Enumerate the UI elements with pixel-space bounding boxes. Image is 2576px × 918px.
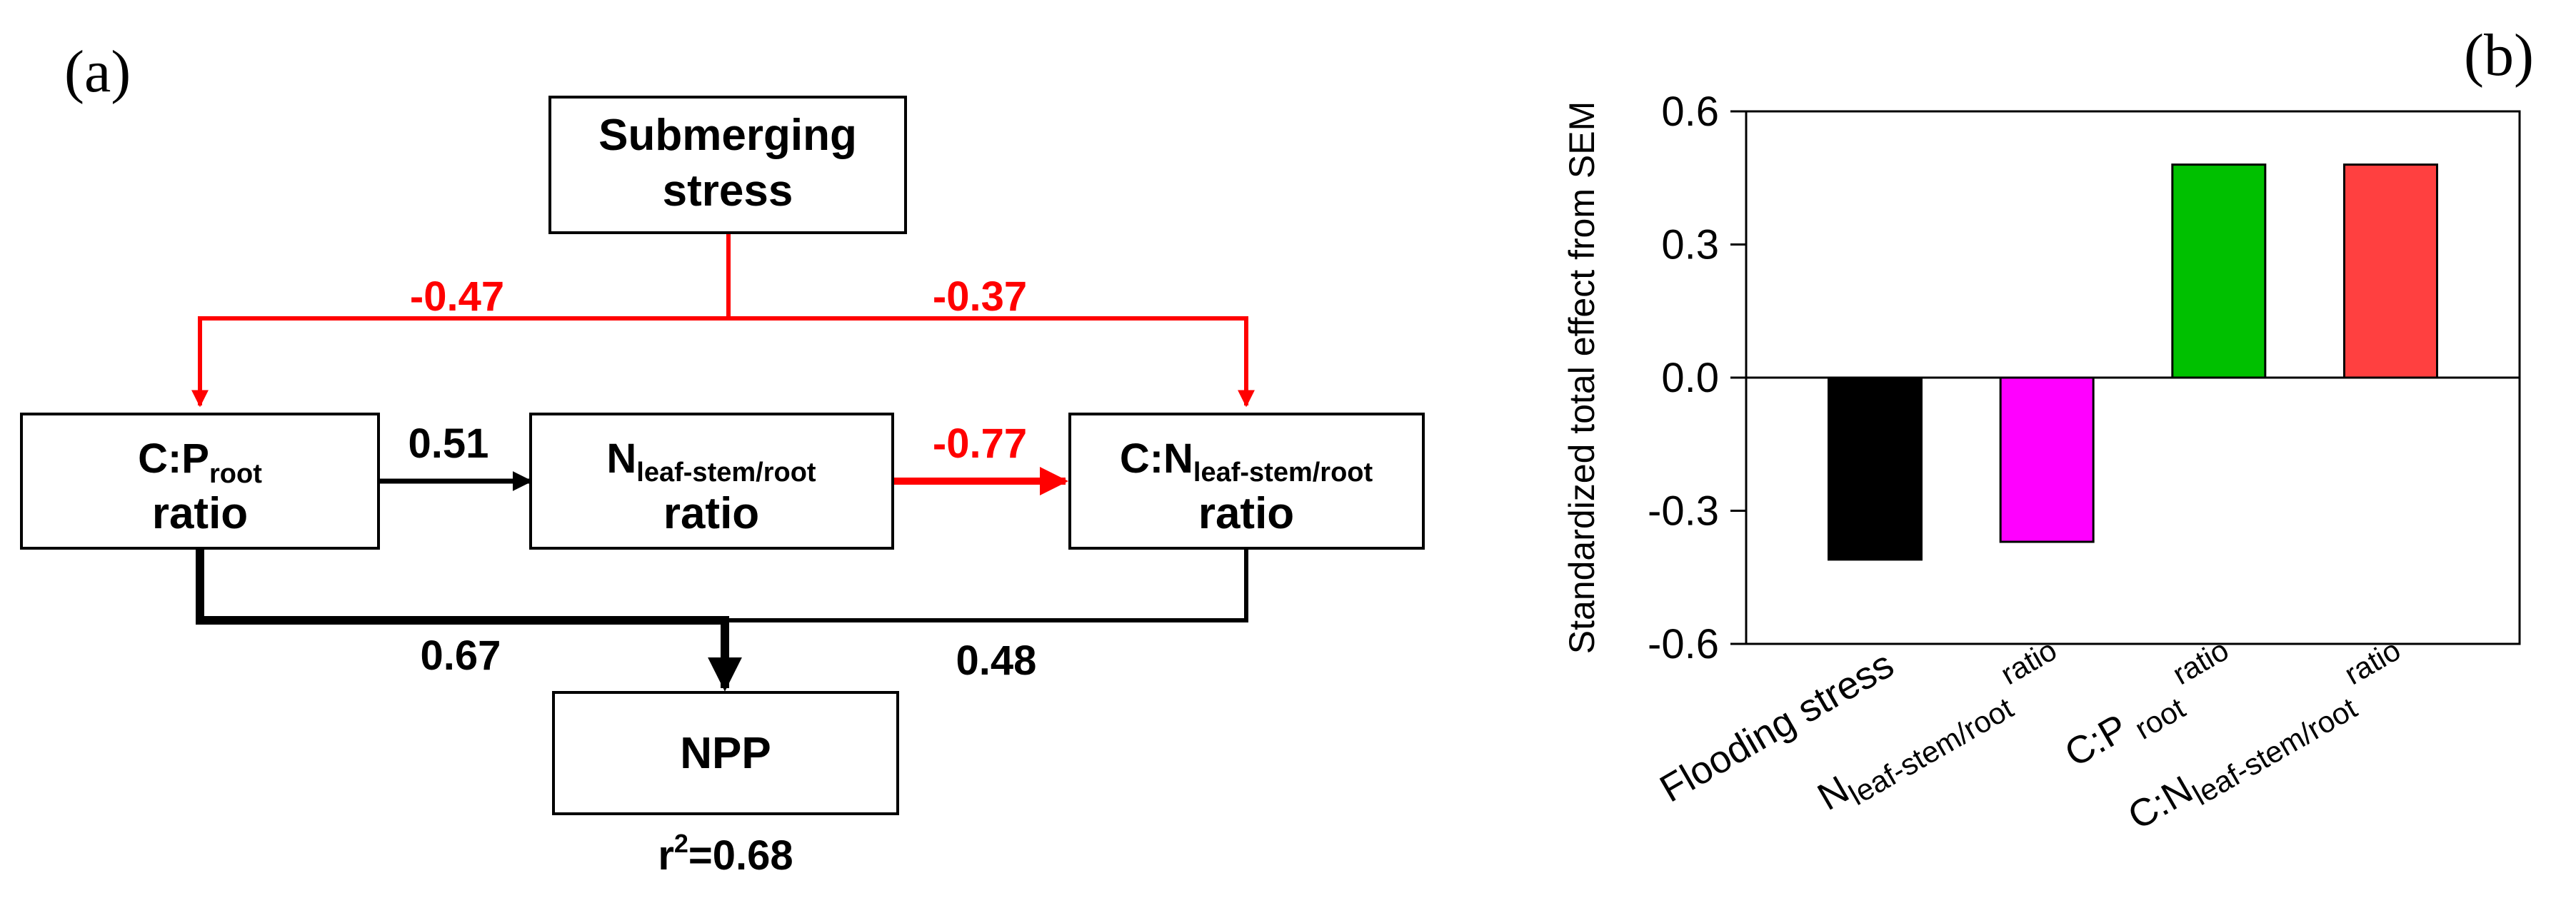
y-tick-label: 0.0: [1661, 355, 1719, 401]
x-tick-label: C:P root ratio: [2052, 633, 2248, 782]
coef-cp-npp: 0.67: [421, 632, 501, 679]
bar: [2343, 163, 2438, 379]
node-stress: Submerging stress: [548, 96, 907, 234]
bars: [1828, 163, 2438, 561]
node-cn-box: [1068, 413, 1425, 550]
panel-a-label: (a): [64, 39, 131, 105]
panel-b-label: (b): [2464, 22, 2534, 89]
node-cn: C:Nleaf-stem/root ratio: [1068, 413, 1425, 550]
y-tick-label: -0.6: [1648, 621, 1719, 667]
node-n-line2: ratio: [663, 489, 759, 538]
node-cn-line2: ratio: [1198, 489, 1294, 538]
node-n-box: [529, 413, 894, 550]
node-npp-label: NPP: [680, 729, 771, 778]
coef-n-cn: -0.77: [933, 420, 1027, 467]
node-stress-box: [548, 96, 907, 234]
node-n-title: Nleaf-stem/root: [606, 435, 816, 488]
y-ticks: -0.6 -0.3 0.0 0.3 0.6: [1648, 89, 1746, 667]
coef-stress-cn: -0.37: [933, 273, 1027, 320]
stress-to-cp-arrow: [191, 316, 728, 408]
plot-frame: [1745, 110, 2521, 645]
cn-to-npp-line: [725, 548, 1248, 622]
node-stress-line2: stress: [663, 166, 793, 216]
sem-paths: [191, 233, 1255, 692]
node-stress-line1: Submerging: [598, 111, 857, 160]
node-npp: NPP: [552, 691, 899, 815]
y-tick-label: 0.6: [1661, 89, 1719, 135]
coef-stress-cp: -0.47: [410, 273, 504, 320]
r-squared: r2=0.68: [658, 829, 793, 879]
y-tick-label: 0.3: [1661, 222, 1719, 268]
panel-b: (b) Standardized total effect from SEM -…: [1562, 22, 2534, 838]
bar: [2171, 163, 2267, 379]
coef-cp-n: 0.51: [409, 420, 489, 467]
bar: [1828, 376, 1923, 561]
panel-a: (a) Submerging stress C:Proot rat: [20, 39, 1425, 879]
node-cp-line2: ratio: [152, 489, 248, 538]
stress-to-cn-arrow: [728, 316, 1255, 408]
node-cp: C:Proot ratio: [20, 413, 380, 550]
node-n: Nleaf-stem/root ratio: [529, 413, 894, 550]
node-cp-title: C:Proot: [138, 435, 262, 489]
cp-to-npp-line: [196, 548, 725, 625]
y-axis-label: Standardized total effect from SEM: [1562, 101, 1602, 654]
coef-cn-npp: 0.48: [956, 637, 1037, 684]
node-npp-box: [552, 691, 899, 815]
y-tick-label: -0.3: [1648, 488, 1719, 535]
bar: [1999, 376, 2095, 543]
node-cn-title: C:Nleaf-stem/root: [1120, 435, 1373, 488]
node-cp-box: [20, 413, 380, 550]
